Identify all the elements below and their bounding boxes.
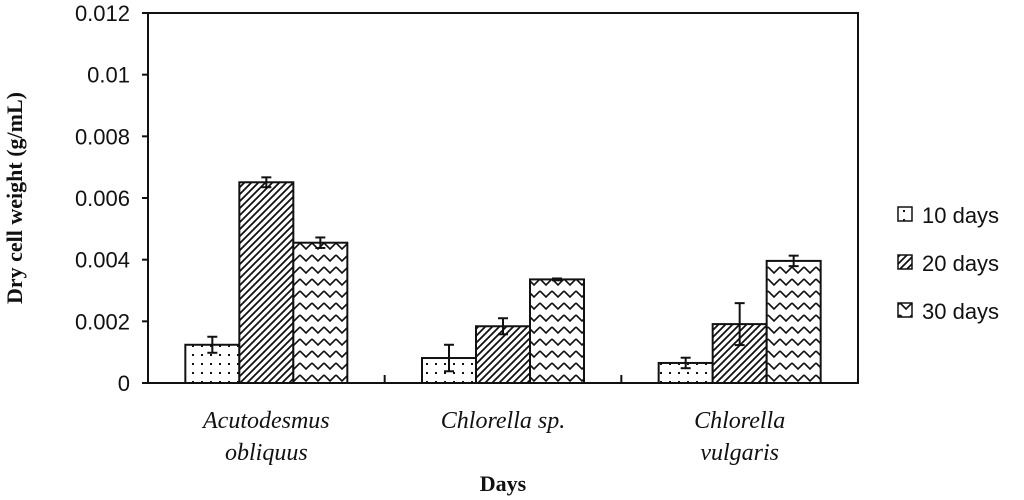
- y-tick-label: 0.012: [75, 1, 130, 26]
- bar-30-days: [529, 278, 585, 384]
- y-tick-label: 0: [118, 371, 130, 396]
- category-label: obliquus: [225, 440, 308, 466]
- category-label: Acutodesmus: [201, 408, 330, 434]
- category-label: Chlorella: [694, 408, 785, 434]
- category-label: Chlorella sp.: [441, 408, 565, 434]
- y-tick-label: 0.002: [75, 309, 130, 334]
- x-axis-label: Days: [480, 471, 527, 496]
- y-tick-label: 0.006: [75, 186, 130, 211]
- legend-label: 30 days: [922, 299, 999, 324]
- legend-label: 10 days: [922, 203, 999, 228]
- bar-30-days: [292, 241, 349, 384]
- y-tick-label: 0.008: [75, 124, 130, 149]
- bar-30-days: [765, 259, 822, 384]
- y-axis-label: Dry cell weight (g/mL): [2, 92, 27, 304]
- y-tick-label: 0.01: [87, 63, 130, 88]
- legend-swatch: [897, 302, 913, 318]
- legend-swatch: [897, 254, 913, 270]
- legend-swatch: [897, 206, 913, 222]
- bar-20-days: [238, 181, 295, 384]
- y-tick-label: 0.004: [75, 248, 130, 273]
- legend-label: 20 days: [922, 251, 999, 276]
- category-label: vulgaris: [700, 440, 779, 466]
